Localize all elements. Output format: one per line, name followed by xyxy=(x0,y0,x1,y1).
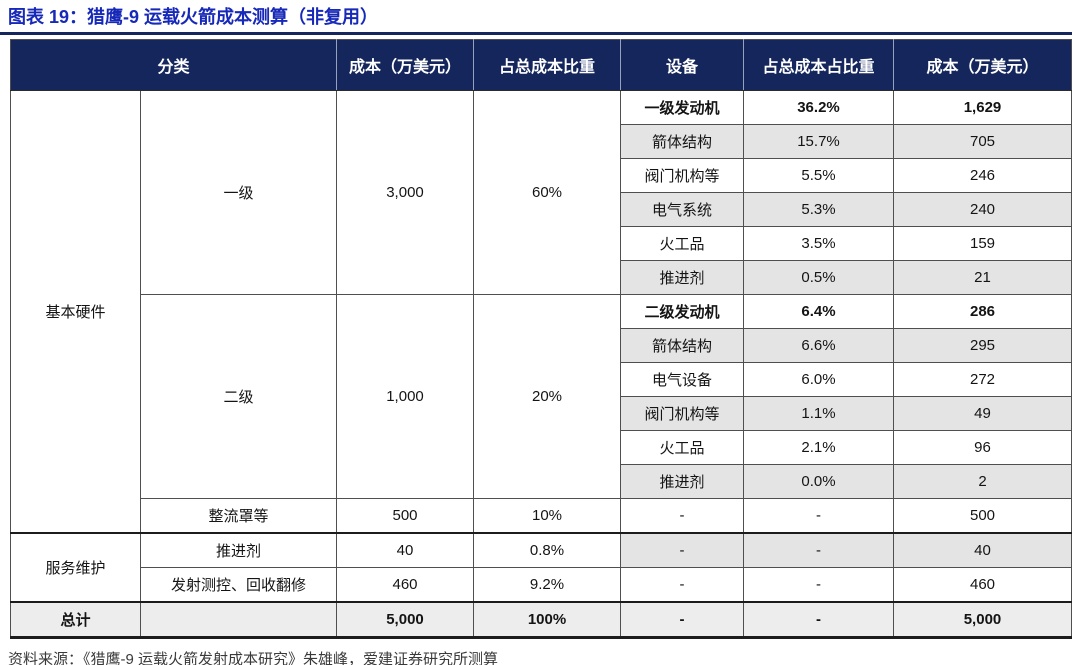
table-row: 推进剂 0.0% 2 xyxy=(11,464,1072,499)
cell-service-name: 发射测控、回收翻修 xyxy=(140,567,337,603)
cell-device-name: 电气系统 xyxy=(620,192,744,227)
source-note: 资料来源：《猎鹰-9 运载火箭发射成本研究》朱雄峰，爱建证券研究所测算 xyxy=(8,651,499,665)
table-row: 基本硬件 一级 3,000 60% 一级发动机 36.2% 1,629 xyxy=(10,90,1072,534)
header-share: 占总成本比重 xyxy=(473,39,621,91)
cell-dash: - xyxy=(743,601,894,638)
cell-dash: - xyxy=(743,567,894,603)
cell-stage2-cost: 1,000 xyxy=(336,294,474,499)
table-row: 阀门机构等 1.1% 49 xyxy=(11,396,1072,431)
cell-dash: - xyxy=(620,567,744,603)
total-row: 总计 5,000 100% - - 5,000 xyxy=(10,601,1072,638)
header-cost: 成本（万美元） xyxy=(336,39,474,91)
cell-device-cost: 1,629 xyxy=(893,90,1072,125)
cell-device-cost: 295 xyxy=(893,328,1072,363)
table-row: 阀门机构等 5.5% 246 xyxy=(11,158,1072,193)
cell-device-name: 二级发动机 xyxy=(620,294,744,329)
cell-device-share: 5.3% xyxy=(743,192,894,227)
cell-device-name: 阀门机构等 xyxy=(620,396,744,431)
cell-device-cost: 705 xyxy=(893,124,1072,159)
cell-service-cost: 460 xyxy=(336,567,474,603)
cell-device-cost: 286 xyxy=(893,294,1072,329)
cell-service-share: 9.2% xyxy=(473,567,621,603)
header-device-share: 占总成本占比重 xyxy=(743,39,894,91)
cell-category-hardware: 基本硬件 xyxy=(10,90,141,534)
cell-device-share: 36.2% xyxy=(743,90,894,125)
cell-device-cost: 2 xyxy=(893,464,1072,499)
table-row: 电气设备 6.0% 272 xyxy=(11,362,1072,397)
cell-category-service: 服务维护 xyxy=(10,532,141,603)
cell-stage1-cost: 3,000 xyxy=(336,90,474,295)
cell-device-name: 推进剂 xyxy=(620,464,744,499)
title-rule-divider xyxy=(0,32,1072,35)
table-row: 电气系统 5.3% 240 xyxy=(11,192,1072,227)
cell-device-cost: 500 xyxy=(893,498,1072,534)
header-category: 分类 xyxy=(10,39,337,91)
cell-device-name: 一级发动机 xyxy=(620,90,744,125)
cell-fairing-cost: 500 xyxy=(336,498,474,534)
table-row: 推进剂 0.5% 21 xyxy=(11,260,1072,295)
cell-service-name: 推进剂 xyxy=(140,532,337,568)
cell-device-name: 箭体结构 xyxy=(620,124,744,159)
cell-device-cost: 246 xyxy=(893,158,1072,193)
cell-device-cost: 40 xyxy=(893,532,1072,568)
cost-table: 分类 成本（万美元） 占总成本比重 设备 占总成本占比重 成本（万美元） 基本硬… xyxy=(10,39,1072,639)
table-row: 整流罩等 500 10% - - 500 xyxy=(11,498,1072,534)
table-row: 服务维护 推进剂 40 0.8% - - 40 xyxy=(10,532,1072,603)
cell-device-cost: 272 xyxy=(893,362,1072,397)
cell-device-share: 6.0% xyxy=(743,362,894,397)
table-header-row: 分类 成本（万美元） 占总成本比重 设备 占总成本占比重 成本（万美元） xyxy=(10,39,1072,91)
header-device-cost: 成本（万美元） xyxy=(893,39,1072,91)
cell-service-cost: 40 xyxy=(336,532,474,568)
table-row: 二级 1,000 20% 二级发动机 6.4% 286 xyxy=(11,294,1072,499)
cell-dash: - xyxy=(743,532,894,568)
cell-device-share: 0.5% xyxy=(743,260,894,295)
table-row: 火工品 3.5% 159 xyxy=(11,226,1072,261)
cell-device-name: 电气设备 xyxy=(620,362,744,397)
table-row: 发射测控、回收翻修 460 9.2% - - 460 xyxy=(11,567,1072,603)
cell-device-cost: 21 xyxy=(893,260,1072,295)
table-row: 火工品 2.1% 96 xyxy=(11,430,1072,465)
cell-device-share: 0.0% xyxy=(743,464,894,499)
cell-device-name: 火工品 xyxy=(620,430,744,465)
cell-device-name: 推进剂 xyxy=(620,260,744,295)
cell-device-name: 阀门机构等 xyxy=(620,158,744,193)
cell-device-cost: 240 xyxy=(893,192,1072,227)
cell-device-cost: 460 xyxy=(893,567,1072,603)
cell-stage2-share: 20% xyxy=(473,294,621,499)
cell-stage2-name: 二级 xyxy=(140,294,337,499)
cell-device-share: 6.4% xyxy=(743,294,894,329)
cell-device-cost: 96 xyxy=(893,430,1072,465)
cell-fairing-name: 整流罩等 xyxy=(140,498,337,534)
table-row: 箭体结构 15.7% 705 xyxy=(11,124,1072,159)
cell-device-share: 5.5% xyxy=(743,158,894,193)
cell-total-label: 总计 xyxy=(10,601,141,638)
cell-dash: - xyxy=(620,532,744,568)
header-device: 设备 xyxy=(620,39,744,91)
cell-device-share: 2.1% xyxy=(743,430,894,465)
cell-device-cost: 159 xyxy=(893,226,1072,261)
cell-total-share: 100% xyxy=(473,601,621,638)
cell-device-cost: 49 xyxy=(893,396,1072,431)
cell-dash: - xyxy=(743,498,894,534)
cell-total-device-cost: 5,000 xyxy=(893,601,1072,638)
cell-stage1-share: 60% xyxy=(473,90,621,295)
cell-device-name: 火工品 xyxy=(620,226,744,261)
cell-fairing-share: 10% xyxy=(473,498,621,534)
cell-device-share: 6.6% xyxy=(743,328,894,363)
cell-device-name: 箭体结构 xyxy=(620,328,744,363)
cell-stage1-name: 一级 xyxy=(140,90,337,295)
cell-device-share: 3.5% xyxy=(743,226,894,261)
cell-dash: - xyxy=(620,601,744,638)
cell-service-share: 0.8% xyxy=(473,532,621,568)
chart-title: 图表 19：猎鹰-9 运载火箭成本测算（非复用） xyxy=(8,7,379,27)
cell-device-share: 1.1% xyxy=(743,396,894,431)
cell-total-sub-empty xyxy=(140,601,337,638)
cell-dash: - xyxy=(620,498,744,534)
cell-device-share: 15.7% xyxy=(743,124,894,159)
cell-total-cost: 5,000 xyxy=(336,601,474,638)
